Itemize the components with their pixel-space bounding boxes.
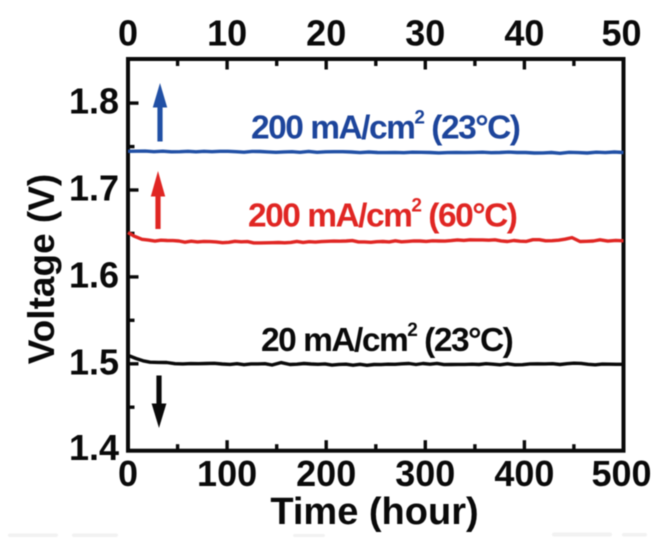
- svg-text:Time (hour): Time (hour): [270, 491, 478, 533]
- svg-text:100: 100: [197, 453, 257, 494]
- svg-text:1.8: 1.8: [69, 81, 119, 122]
- svg-text:200 mA/cm2 (60°C): 200 mA/cm2 (60°C): [248, 196, 517, 235]
- svg-text:50: 50: [601, 13, 641, 54]
- svg-text:0: 0: [118, 13, 138, 54]
- svg-text:0: 0: [118, 453, 138, 494]
- svg-text:1.5: 1.5: [69, 341, 119, 382]
- svg-text:200: 200: [296, 453, 356, 494]
- svg-text:200 mA/cm2 (23°C): 200 mA/cm2 (23°C): [251, 108, 520, 147]
- svg-text:300: 300: [395, 453, 455, 494]
- svg-text:30: 30: [405, 13, 445, 54]
- svg-text:1.7: 1.7: [69, 168, 119, 209]
- svg-text:500: 500: [591, 453, 651, 494]
- svg-text:10: 10: [207, 13, 247, 54]
- svg-text:1.6: 1.6: [69, 254, 119, 295]
- svg-text:400: 400: [494, 453, 554, 494]
- svg-text:40: 40: [504, 13, 544, 54]
- svg-text:20: 20: [306, 13, 346, 54]
- svg-text:Voltage (V): Voltage (V): [21, 174, 62, 365]
- svg-text:1.4: 1.4: [69, 427, 119, 468]
- svg-text:20 mA/cm2 (23°C): 20 mA/cm2 (23°C): [261, 320, 513, 359]
